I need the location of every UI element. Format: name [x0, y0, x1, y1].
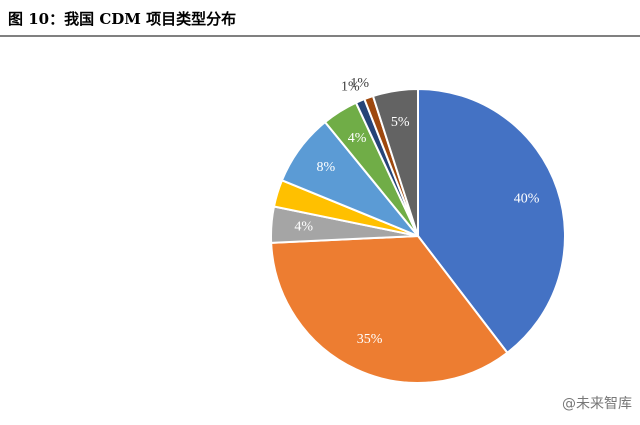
chart-title: 图 10：我国 CDM 项目类型分布 [8, 10, 236, 28]
data-label: 40% [514, 191, 540, 206]
data-label: 35% [357, 332, 383, 347]
pie-slice [270, 234, 509, 384]
pie-slice [417, 87, 566, 355]
data-label: 1% [341, 80, 360, 95]
watermark: @未来智库 [562, 396, 632, 412]
data-label: 1% [350, 76, 369, 91]
data-label: 5% [391, 115, 410, 130]
pie-slice [371, 87, 419, 237]
data-label: 8% [317, 160, 336, 175]
data-label: 4% [348, 131, 367, 146]
data-label: 4% [294, 219, 313, 234]
